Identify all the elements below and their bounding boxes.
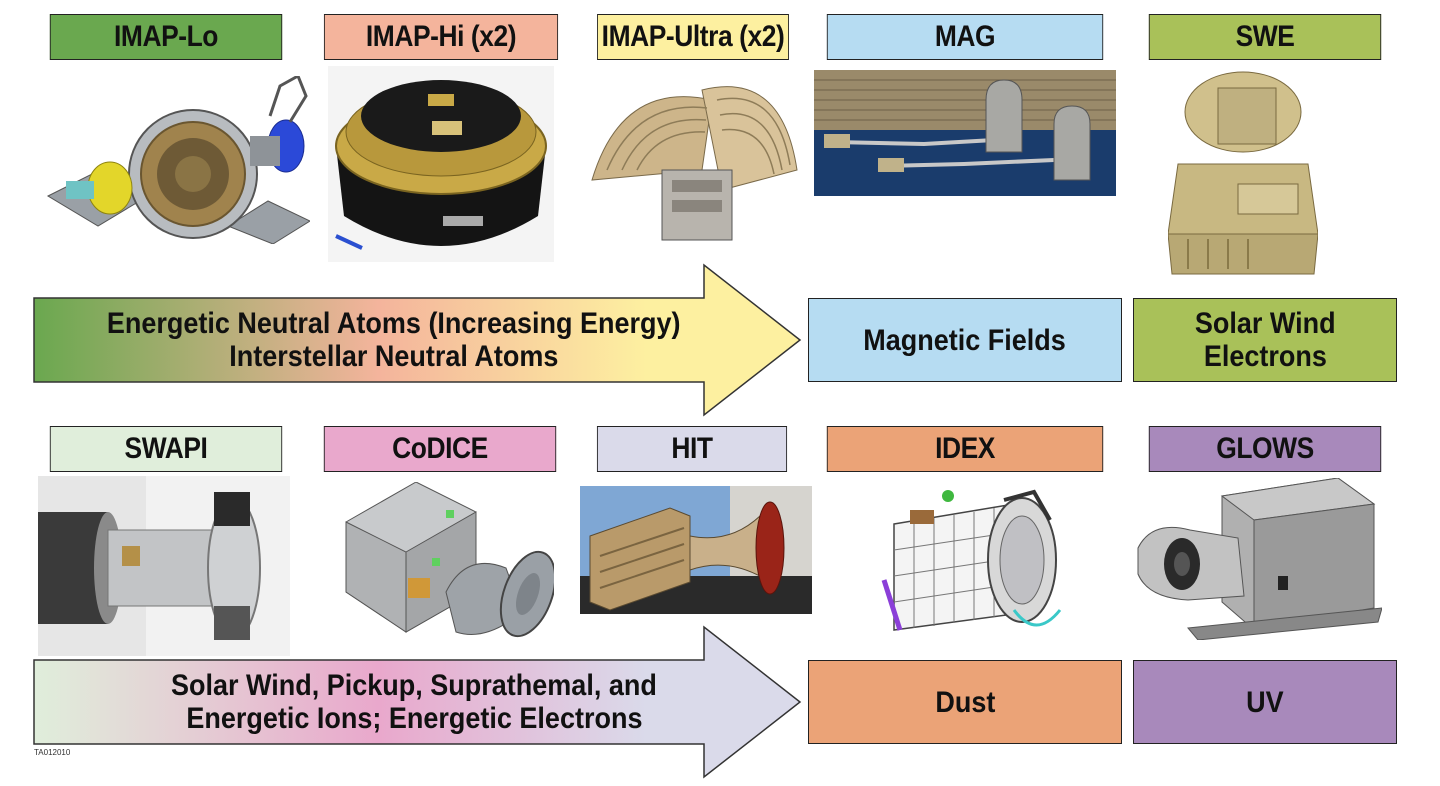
label-idex: IDEX bbox=[826, 426, 1104, 472]
arrow2-line2: Energetic Ions; Energetic Electrons bbox=[185, 702, 643, 735]
label-imap-hi: IMAP-Hi (x2) bbox=[323, 14, 559, 60]
glows-image bbox=[1137, 478, 1382, 640]
label-codice: CoDICE bbox=[323, 426, 557, 472]
idex-image bbox=[881, 489, 1062, 631]
swapi-image bbox=[38, 476, 290, 656]
label-imap-ultra: IMAP-Ultra (x2) bbox=[597, 14, 789, 60]
arrow2-line1: Solar Wind, Pickup, Suprathemal, and bbox=[171, 669, 657, 702]
arrow1-text: Energetic Neutral Atoms (Increasing Ener… bbox=[34, 298, 754, 382]
imap-ultra-image bbox=[591, 86, 798, 241]
figure-tag: TA012010 bbox=[34, 748, 71, 757]
arrow2-text: Solar Wind, Pickup, Suprathemal, and Ene… bbox=[34, 660, 794, 744]
mag-image bbox=[814, 70, 1116, 196]
imap-lo-image bbox=[46, 76, 310, 244]
label-hit: HIT bbox=[596, 426, 788, 472]
imap-hi-image bbox=[328, 66, 554, 262]
label-mag: MAG bbox=[826, 14, 1104, 60]
arrow1-line1: Energetic Neutral Atoms (Increasing Ener… bbox=[107, 307, 681, 340]
hit-image bbox=[580, 486, 812, 614]
box-magnetic-fields: Magnetic Fields bbox=[808, 298, 1122, 382]
label-swapi: SWAPI bbox=[49, 426, 283, 472]
codice-image bbox=[345, 482, 554, 638]
box-uv: UV bbox=[1133, 660, 1397, 744]
box-solar-wind-electrons: Solar Wind Electrons bbox=[1133, 298, 1397, 382]
arrow1-line2: Interstellar Neutral Atoms bbox=[229, 340, 559, 373]
label-imap-lo: IMAP-Lo bbox=[49, 14, 283, 60]
box-dust: Dust bbox=[808, 660, 1122, 744]
label-swe: SWE bbox=[1148, 14, 1382, 60]
swe-image bbox=[1168, 71, 1318, 275]
label-glows: GLOWS bbox=[1148, 426, 1382, 472]
